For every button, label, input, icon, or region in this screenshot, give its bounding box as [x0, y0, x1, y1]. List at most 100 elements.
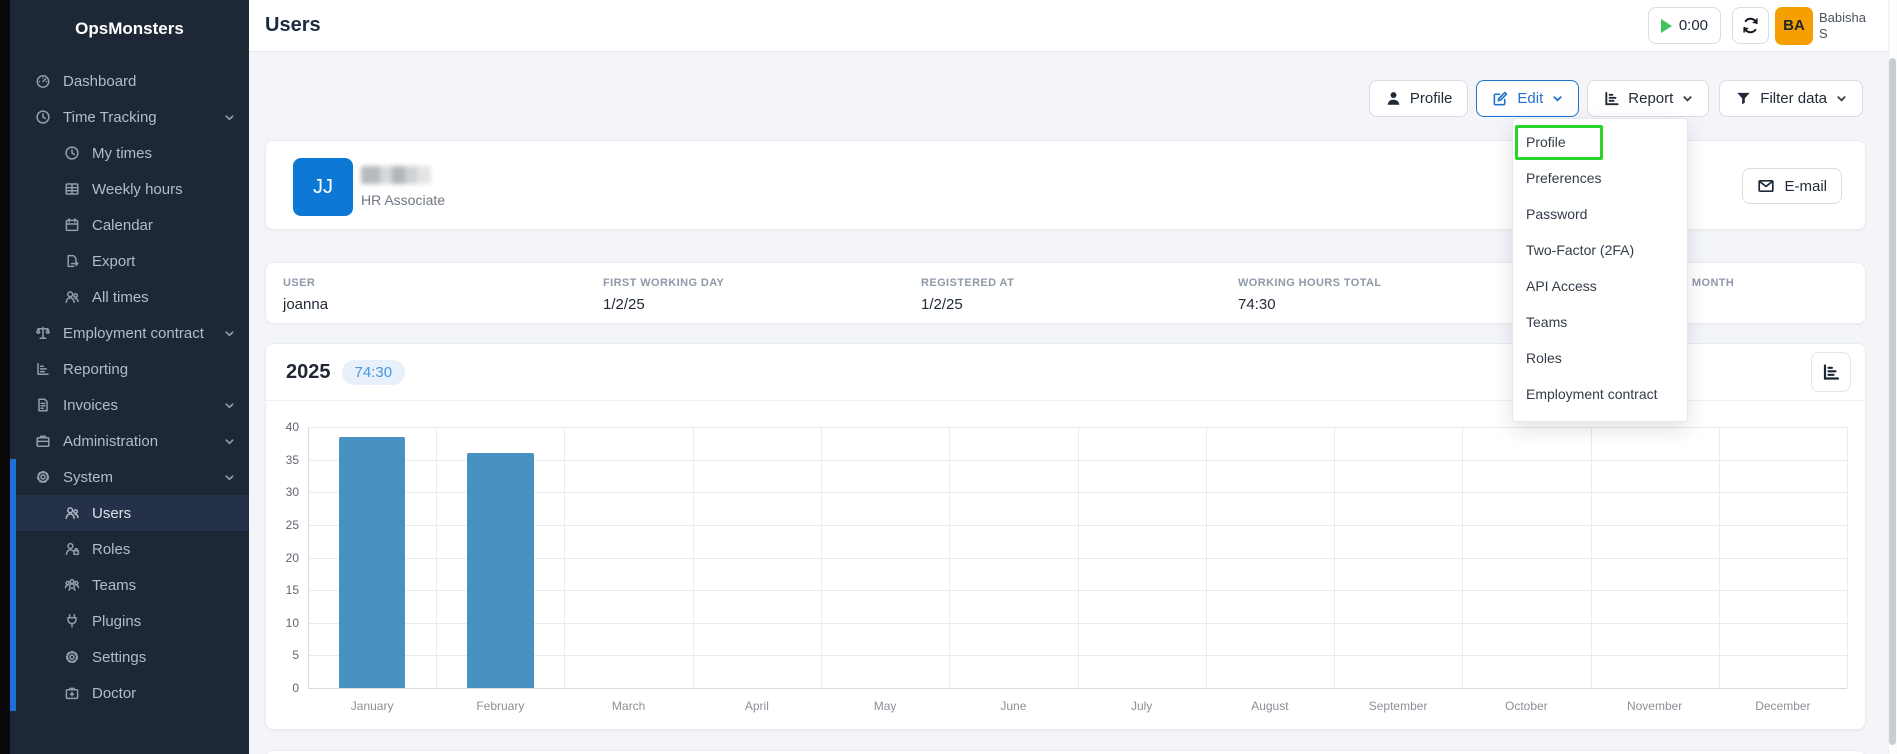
sidebar-item-label: Weekly hours	[92, 180, 183, 198]
sidebar-item-time-tracking[interactable]: Time Tracking	[10, 99, 249, 135]
sidebar-item-label: Users	[92, 504, 132, 522]
edit-menu-item-password[interactable]: Password	[1526, 206, 1588, 222]
info-value: 74:30	[1238, 296, 1276, 313]
sidebar-item-administration[interactable]: Administration	[10, 423, 249, 459]
y-axis-tick: 25	[285, 517, 299, 532]
x-axis-label-august: August	[1251, 699, 1289, 713]
report-icon	[33, 361, 53, 377]
user-lock-icon	[62, 541, 82, 557]
x-axis-label-april: April	[744, 699, 769, 713]
total-hours-badge: 74:30	[341, 359, 406, 385]
x-axis-label-september: September	[1368, 699, 1428, 713]
x-axis-label-may: May	[873, 699, 897, 713]
edit-button[interactable]: Edit	[1476, 80, 1580, 117]
bar-chart-icon	[1821, 362, 1841, 382]
edit-menu-item-preferences[interactable]: Preferences	[1526, 170, 1602, 186]
sidebar-item-doctor[interactable]: Doctor	[10, 675, 249, 711]
timer-button[interactable]: 0:00	[1647, 7, 1722, 44]
y-axis-tick: 40	[285, 420, 299, 434]
gridline-x	[1462, 427, 1464, 688]
refresh-button[interactable]	[1732, 7, 1770, 44]
user-first-name: Babisha	[1819, 9, 1866, 25]
sidebar-item-label: Teams	[92, 576, 137, 594]
report-button[interactable]: Report	[1587, 80, 1710, 117]
x-axis-label-june: June	[1000, 699, 1027, 713]
edit-menu-item-two-factor-2fa[interactable]: Two-Factor (2FA)	[1526, 242, 1635, 258]
gridline-x	[1077, 427, 1079, 688]
gridline-x	[692, 427, 694, 688]
sidebar-nav: Dashboard Time Tracking My times Weekly hou…	[10, 63, 249, 711]
bar-chart-icon	[1603, 90, 1620, 107]
table-icon	[62, 181, 82, 197]
user-avatar[interactable]: BA	[1775, 6, 1814, 45]
sidebar-item-reporting[interactable]: Reporting	[10, 351, 249, 387]
sidebar-item-my-times[interactable]: My times	[10, 135, 249, 171]
chart-year-title: 2025	[286, 360, 331, 383]
sidebar-item-teams[interactable]: Teams	[10, 567, 249, 603]
plug-icon	[62, 613, 82, 629]
app-logo: OpsMonsters	[75, 19, 184, 38]
gridline-y-0	[308, 688, 1847, 689]
sidebar-item-calendar[interactable]: Calendar	[10, 207, 249, 243]
sidebar-item-settings[interactable]: Settings	[10, 639, 249, 675]
timer-value: 0:00	[1678, 17, 1709, 34]
scrollbar-track[interactable]	[1888, 0, 1897, 754]
edit-menu-item-profile[interactable]: Profile	[1526, 134, 1566, 150]
y-axis-tick: 5	[292, 648, 299, 663]
sidebar-item-label: Employment contract	[63, 324, 204, 342]
info-column-working-hours-total: WORKING HOURS TOTAL 74:30	[1238, 277, 1381, 313]
sidebar-item-all-times[interactable]: All times	[10, 279, 249, 315]
edit-menu-item-api-access[interactable]: API Access	[1526, 278, 1597, 294]
x-axis-label-october: October	[1505, 699, 1548, 713]
sidebar-item-label: Doctor	[92, 684, 137, 702]
filter-data-button[interactable]: Filter data	[1719, 80, 1863, 117]
info-label: FIRST WORKING DAY	[603, 277, 725, 289]
user-name[interactable]: Babisha S	[1819, 10, 1866, 41]
edit-menu-item-roles[interactable]: Roles	[1526, 350, 1562, 366]
gridline-x	[436, 427, 438, 688]
redacted-user-name	[361, 166, 431, 184]
sidebar-item-roles[interactable]: Roles	[10, 531, 249, 567]
sidebar-item-invoices[interactable]: Invoices	[10, 387, 249, 423]
sidebar-item-label: System	[63, 468, 114, 486]
edit-menu-item-teams[interactable]: Teams	[1526, 314, 1568, 330]
sidebar-item-dashboard[interactable]: Dashboard	[10, 63, 249, 99]
sidebar-item-weekly-hours[interactable]: Weekly hours	[10, 171, 249, 207]
y-axis-tick: 15	[285, 583, 299, 598]
scrollbar-thumb[interactable]	[1889, 58, 1896, 745]
info-label: USER	[283, 277, 316, 289]
chart-type-button[interactable]	[1811, 352, 1851, 392]
edit-menu-item-employment-contract[interactable]: Employment contract	[1526, 386, 1658, 402]
email-button[interactable]: E-mail	[1742, 168, 1842, 204]
gridline-x	[949, 427, 951, 688]
sidebar-item-label: Settings	[92, 648, 147, 666]
info-value: joanna	[283, 296, 329, 313]
chart-bar-january	[338, 436, 406, 688]
profile-button[interactable]: Profile	[1368, 80, 1469, 117]
info-value: 1/2/25	[603, 296, 645, 313]
filter-button-label: Filter data	[1760, 90, 1827, 107]
sidebar-item-label: Dashboard	[63, 72, 137, 90]
top-header: Users 0:00 BA Babisha S	[249, 0, 1897, 52]
sidebar-item-plugins[interactable]: Plugins	[10, 603, 249, 639]
sidebar-item-system[interactable]: System	[10, 459, 249, 495]
info-label: REGISTERED AT	[921, 277, 1015, 289]
play-icon	[1660, 18, 1672, 33]
sidebar-item-users[interactable]: Users	[10, 495, 249, 531]
sidebar-item-export[interactable]: Export	[10, 243, 249, 279]
envelope-icon	[1757, 177, 1775, 195]
briefcase-icon	[33, 433, 53, 449]
gridline-x	[1718, 427, 1720, 688]
sidebar-item-employment-contract[interactable]: Employment contract	[10, 315, 249, 351]
chart-bar-february	[467, 453, 534, 688]
x-axis-label-january: January	[350, 699, 394, 713]
user-last-name: S	[1819, 25, 1828, 41]
gridline-x	[1333, 427, 1335, 688]
edit-pencil-icon	[1492, 90, 1509, 107]
sidebar-item-label: Invoices	[63, 396, 119, 414]
desktop-edge	[0, 0, 10, 754]
header-controls: 0:00 BA Babisha S	[1647, 6, 1866, 45]
calendar-icon	[62, 217, 82, 233]
info-column-registered-at: REGISTERED AT 1/2/25	[921, 277, 1014, 313]
x-axis-label-march: March	[611, 699, 646, 713]
